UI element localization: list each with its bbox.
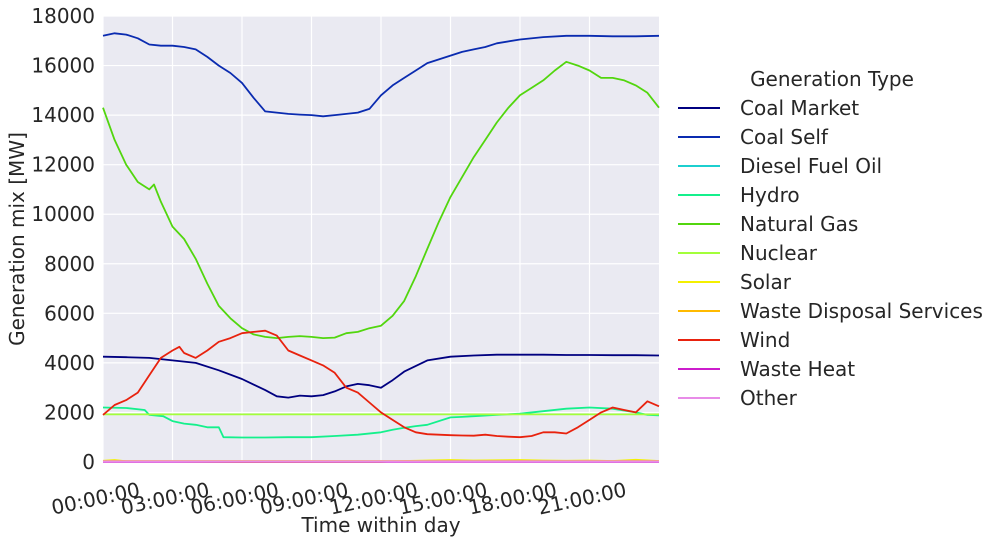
y-tick-label: 18000: [31, 4, 95, 28]
legend-label: Other: [740, 386, 798, 410]
y-tick-label: 14000: [31, 103, 95, 127]
y-tick-label: 16000: [31, 54, 95, 78]
y-tick-label: 0: [82, 450, 95, 474]
legend-label: Hydro: [740, 183, 800, 207]
legend-label: Natural Gas: [740, 212, 858, 236]
legend: Generation Type Coal Market Coal Self Dies…: [678, 67, 983, 410]
legend-label: Coal Market: [740, 96, 859, 120]
y-tick-label: 8000: [44, 252, 95, 276]
x-axis-title: Time within day: [300, 513, 460, 537]
y-axis-ticks: 0 2000 4000 6000 8000 10000 12000 14000 16000 180…: [31, 4, 95, 474]
series-line-wind: [102, 329, 660, 439]
legend-label: Nuclear: [740, 241, 818, 265]
y-tick-label: 2000: [44, 400, 95, 424]
series-line-coal-self: [102, 32, 660, 118]
y-axis-title: Generation mix [MW]: [5, 132, 29, 346]
y-tick-label: 4000: [44, 351, 95, 375]
series-line-hydro: [102, 406, 660, 439]
legend-label: Wind: [740, 328, 790, 352]
series-line-natural-gas: [102, 60, 660, 340]
legend-label: Solar: [740, 270, 792, 294]
legend-label: Waste Disposal Services: [740, 299, 983, 323]
legend-label: Waste Heat: [740, 357, 855, 381]
series-line-coal-market: [102, 353, 660, 399]
series-layer: [102, 32, 660, 463]
x-axis-ticks: 00:00:0003:00:0006:00:0009:00:0012:00:00…: [49, 477, 628, 519]
y-tick-label: 6000: [44, 301, 95, 325]
legend-title: Generation Type: [750, 67, 914, 91]
legend-label: Coal Self: [740, 125, 829, 149]
y-tick-label: 12000: [31, 153, 95, 177]
y-tick-label: 10000: [31, 202, 95, 226]
legend-label: Diesel Fuel Oil: [740, 154, 882, 178]
